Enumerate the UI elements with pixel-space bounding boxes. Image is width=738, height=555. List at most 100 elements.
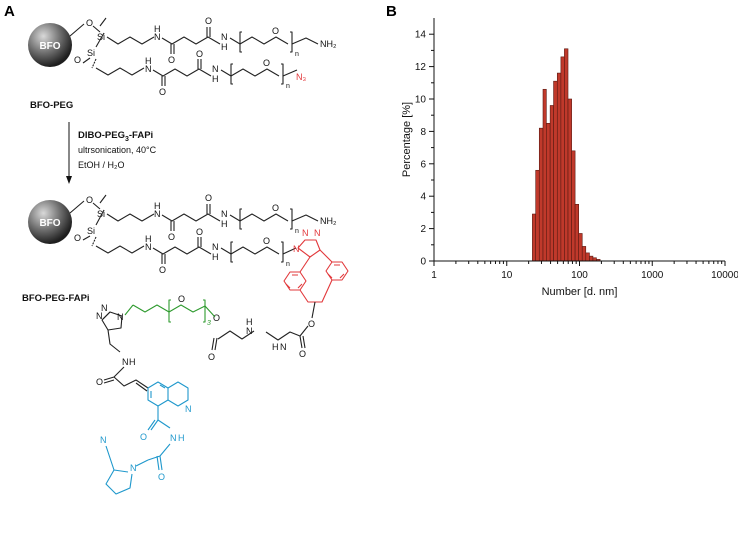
nh-n-label: N [246, 326, 253, 336]
carbamate-o-label: O [213, 313, 220, 323]
panel-a: A BFO O O Si Si N H O O N H O [4, 3, 349, 495]
carbonyl-o-label: O [159, 87, 166, 97]
triazole-n-label: N [302, 228, 309, 238]
amide-o-label: O [96, 377, 103, 387]
histogram-bar [567, 98, 572, 262]
panel-b-label: B [386, 3, 397, 20]
triazole-n-label: N [314, 228, 321, 238]
panel-a-label: A [4, 3, 15, 20]
bfo-peg-fapi-title: BFO-PEG-FAPi [22, 293, 90, 304]
peg-o-label: O [272, 203, 279, 213]
triazole-n-label: N [293, 244, 300, 254]
triazole-n-label: N [96, 311, 103, 321]
histogram-bar [571, 150, 576, 262]
nh-n-label: N [221, 32, 228, 42]
y-tick-label: 12 [415, 62, 427, 73]
oxygen-label: O [74, 233, 81, 243]
nh-h-label: H [212, 252, 219, 262]
reagent-line-3: EtOH / H₂O [78, 160, 125, 170]
repeat-n-label: n [295, 228, 299, 235]
dibo-triazole-moiety: N N N O [283, 228, 349, 329]
y-tick-label: 6 [420, 159, 426, 170]
reaction-arrowhead [66, 176, 72, 184]
x-tick-label: 1000 [641, 270, 664, 281]
histogram-bar [542, 88, 547, 262]
nh-n-label: N [145, 64, 152, 74]
nh-n-label: N [154, 209, 161, 219]
x-tick-label: 100 [571, 270, 588, 281]
y-tick-label: 2 [420, 224, 426, 235]
nh-h-label: H [221, 42, 228, 52]
y-axis-label: Percentage [%] [401, 102, 413, 177]
histogram-bar [553, 80, 558, 262]
histogram-bar [535, 169, 540, 262]
nh-h-label: H [145, 56, 152, 66]
quinoline-n-label: N [185, 404, 192, 414]
silicon-label: Si [97, 209, 105, 219]
fapi-inhibitor-moiety: N O N H O N N [100, 381, 192, 495]
x-axis-label: Number [d. nm] [542, 286, 618, 298]
nh-n-label: N [221, 209, 228, 219]
amine-label: NH₂ [320, 39, 337, 49]
oxygen-label: O [74, 55, 81, 65]
peg-o-label: O [263, 236, 270, 246]
x-tick-label: 10000 [711, 270, 738, 281]
pyrrolidine-n-label: N [130, 463, 137, 473]
bfo-peg-fapi-structure: BFO O O Si Si N H O O N H O n NH₂ [22, 193, 349, 495]
triazole-n-label: N [117, 312, 124, 322]
silicon-label: Si [97, 32, 105, 42]
nh-h-label: H [212, 74, 219, 84]
nh-n-label: N [154, 32, 161, 42]
triazole-n-label: N [101, 303, 108, 313]
carbamate-linker: O N H N H O O [208, 313, 309, 362]
histogram-bar [574, 204, 580, 262]
y-tick-label: 8 [420, 127, 426, 138]
fapi-amide-o-label: O [140, 432, 147, 442]
histogram-bar [560, 56, 565, 262]
histogram-chart: 1 10 100 1000 10000 0 2 4 6 8 10 12 14 Number [d. nm]… [401, 18, 738, 298]
reagent-line-1: DIBO-PEG3-FAPi [78, 130, 153, 143]
repeat-n-label: n [286, 83, 290, 90]
reagent-line-2: ultrsonication, 40°C [78, 145, 157, 155]
histogram-bar [549, 105, 554, 262]
bfo-peg-structure: BFO O O Si Si N H O O N H O n [28, 16, 337, 111]
nh-n-label: N [145, 242, 152, 252]
histogram-bar [585, 252, 590, 262]
histogram-bar [589, 255, 594, 262]
histogram-bar [546, 123, 551, 262]
nh-n-label: N [212, 64, 219, 74]
reaction-step: DIBO-PEG3-FAPi ultrsonication, 40°C EtOH… [66, 122, 157, 184]
x-tick-label: 1 [431, 270, 437, 281]
nitrile-n-label: N [100, 435, 107, 445]
carbonyl-o-label: O [196, 49, 203, 59]
nh-h-label: H [154, 24, 161, 34]
nh-h-label: H [221, 219, 228, 229]
carbamate-o-label: O [208, 352, 215, 362]
nh-h-label: H [129, 357, 136, 367]
nh-n-label: N [170, 433, 177, 443]
bfo-particle-top [28, 23, 72, 67]
repeat-n-label: n [295, 51, 299, 58]
fapi-triazole-moiety: N N N N H O [96, 303, 149, 392]
x-tick-label: 10 [501, 270, 513, 281]
bfo-particle-bottom [28, 200, 72, 244]
histogram-bar [564, 48, 569, 262]
peg3-repeat-label: 3 [207, 320, 211, 327]
y-tick-label: 14 [415, 30, 427, 41]
oxygen-label: O [86, 18, 93, 28]
nh-h-label: H [246, 317, 253, 327]
panel-b: B 1 10 100 1000 10000 0 2 4 6 8 10 12 14 Number [d. n… [386, 3, 738, 298]
nh-h-label: H [272, 342, 279, 352]
bfo-peg-title: BFO-PEG [30, 100, 73, 111]
carbonyl-o-label: O [196, 227, 203, 237]
peg3-o-label: O [178, 294, 185, 304]
amine-label: NH₂ [320, 216, 337, 226]
silicon-label: Si [87, 48, 95, 58]
carbonyl-o-label: O [159, 265, 166, 275]
axis-frame [433, 18, 725, 262]
fapi-amide-o-label: O [158, 472, 165, 482]
nh-h-label: H [145, 234, 152, 244]
silicon-label: Si [87, 226, 95, 236]
nh-n-label: N [212, 242, 219, 252]
carbonyl-o-label: O [205, 193, 212, 203]
